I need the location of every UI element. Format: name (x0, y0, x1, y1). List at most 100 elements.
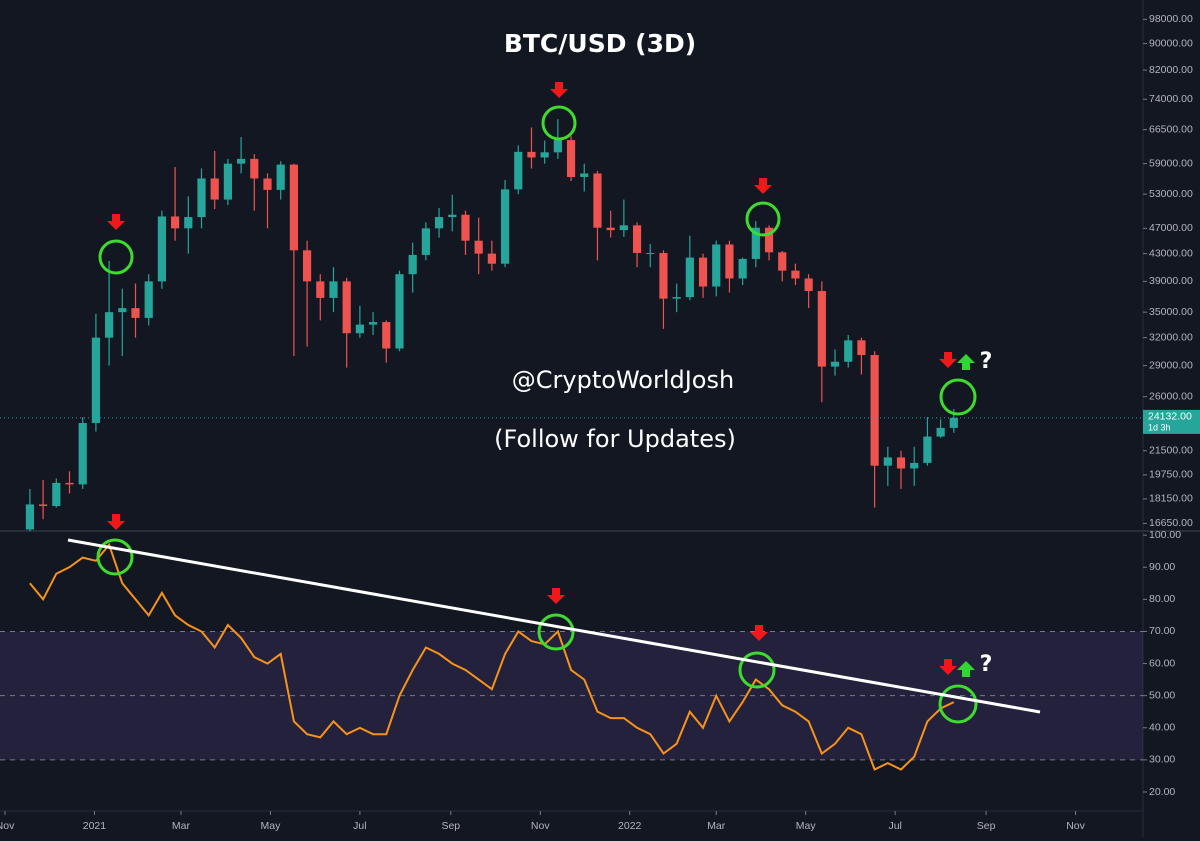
down-arrow (107, 214, 125, 230)
candle-body (830, 361, 840, 367)
candle-body (923, 436, 932, 463)
candle-body (105, 312, 114, 338)
candle-body (698, 257, 708, 287)
y-tick-label: 53000.00 (1149, 188, 1193, 200)
x-tick-label: Sep (441, 820, 460, 832)
x-tick-label: 2021 (83, 820, 107, 832)
down-arrow (750, 625, 768, 641)
candle-body (368, 322, 378, 325)
y-tick-label: 90.00 (1149, 561, 1175, 573)
candle-body (685, 257, 694, 298)
y-tick-label: 35000.00 (1149, 306, 1193, 318)
candle-body (210, 178, 219, 200)
y-tick-label: 39000.00 (1149, 275, 1193, 287)
candle-body (448, 214, 457, 218)
candle-body (184, 217, 193, 229)
candle-body (540, 152, 549, 158)
candle-body (144, 281, 153, 318)
annotation: ? (980, 349, 993, 374)
y-tick-label: 59000.00 (1149, 157, 1193, 169)
candle-body (197, 178, 206, 218)
y-tick-label: 26000.00 (1149, 390, 1193, 402)
x-tick-label: Jul (353, 820, 366, 832)
y-tick-label: 40.00 (1149, 722, 1175, 734)
down-arrow (754, 178, 772, 194)
highlight-circle (96, 538, 134, 576)
candle-body (646, 252, 655, 254)
candle-body (619, 225, 628, 231)
y-tick-label: 32000.00 (1149, 331, 1193, 343)
highlight-circle (938, 684, 978, 724)
highlight-circle (939, 378, 977, 416)
candle-body (910, 462, 919, 469)
candle-body (659, 252, 668, 299)
y-tick-label: 16650.00 (1149, 517, 1193, 529)
y-tick-label: 20.00 (1149, 786, 1175, 798)
candle-body (817, 291, 826, 367)
candle-body (118, 308, 127, 313)
y-tick-label: 30.00 (1149, 754, 1175, 766)
y-tick-label: 19750.00 (1149, 469, 1193, 481)
last-price-label: 24132.00 (1148, 411, 1192, 423)
last-price-box (1143, 409, 1200, 434)
candle-body (408, 254, 417, 275)
candle-body (355, 324, 364, 334)
x-tick-label: Jul (888, 820, 901, 832)
candle-body (329, 281, 338, 298)
trend-line (67, 538, 1041, 714)
candle-body (316, 281, 325, 298)
y-tick-label: 29000.00 (1149, 359, 1193, 371)
candle-body (65, 482, 74, 485)
y-tick-label: 18150.00 (1149, 493, 1193, 505)
candle-body (553, 140, 562, 153)
candle-body (712, 244, 721, 287)
x-tick-label: Mar (172, 820, 191, 832)
down-arrow (107, 514, 125, 530)
candle-body (302, 250, 312, 282)
candle-body (580, 173, 589, 177)
highlight-circle (745, 201, 781, 237)
candle-body (791, 270, 800, 279)
x-tick-label: Nov (1066, 820, 1085, 832)
up-arrow (957, 661, 975, 677)
candle-body (883, 457, 892, 466)
x-tick-label: May (796, 820, 817, 832)
candle-body (870, 355, 879, 466)
candle-body (764, 227, 774, 253)
x-tick-label: May (261, 820, 282, 832)
x-tick-label: Sep (977, 820, 996, 832)
y-tick-label: 47000.00 (1149, 222, 1193, 234)
highlight-circle (98, 239, 134, 275)
down-arrow (550, 82, 568, 98)
candle-body (250, 158, 259, 179)
candle-body (461, 214, 470, 241)
highlight-circle (537, 613, 575, 651)
candle-body (738, 258, 747, 279)
candle-body (131, 308, 140, 318)
candle-body (157, 216, 166, 282)
candle-body (25, 504, 35, 530)
candle-body (91, 337, 101, 424)
candle-body (527, 151, 536, 158)
up-arrow (957, 354, 975, 370)
candle-body (778, 252, 787, 271)
annotation: ? (980, 652, 993, 677)
y-tick-label: 98000.00 (1149, 13, 1193, 25)
candle-body (606, 227, 615, 231)
y-tick-label: 43000.00 (1149, 247, 1193, 259)
candle-body (593, 173, 602, 228)
annotation: (Follow for Updates) (494, 425, 736, 453)
candle-body (52, 482, 61, 507)
y-tick-label: 70.00 (1149, 625, 1175, 637)
y-tick-label: 100.00 (1149, 529, 1181, 541)
candle-body (500, 189, 510, 264)
candle-body (514, 151, 523, 190)
candle-body (936, 427, 945, 437)
candle-body (434, 217, 444, 229)
y-tick-label: 21500.00 (1149, 445, 1193, 457)
candle-body (171, 216, 180, 229)
candle-body (223, 163, 232, 200)
arrows (107, 82, 975, 677)
